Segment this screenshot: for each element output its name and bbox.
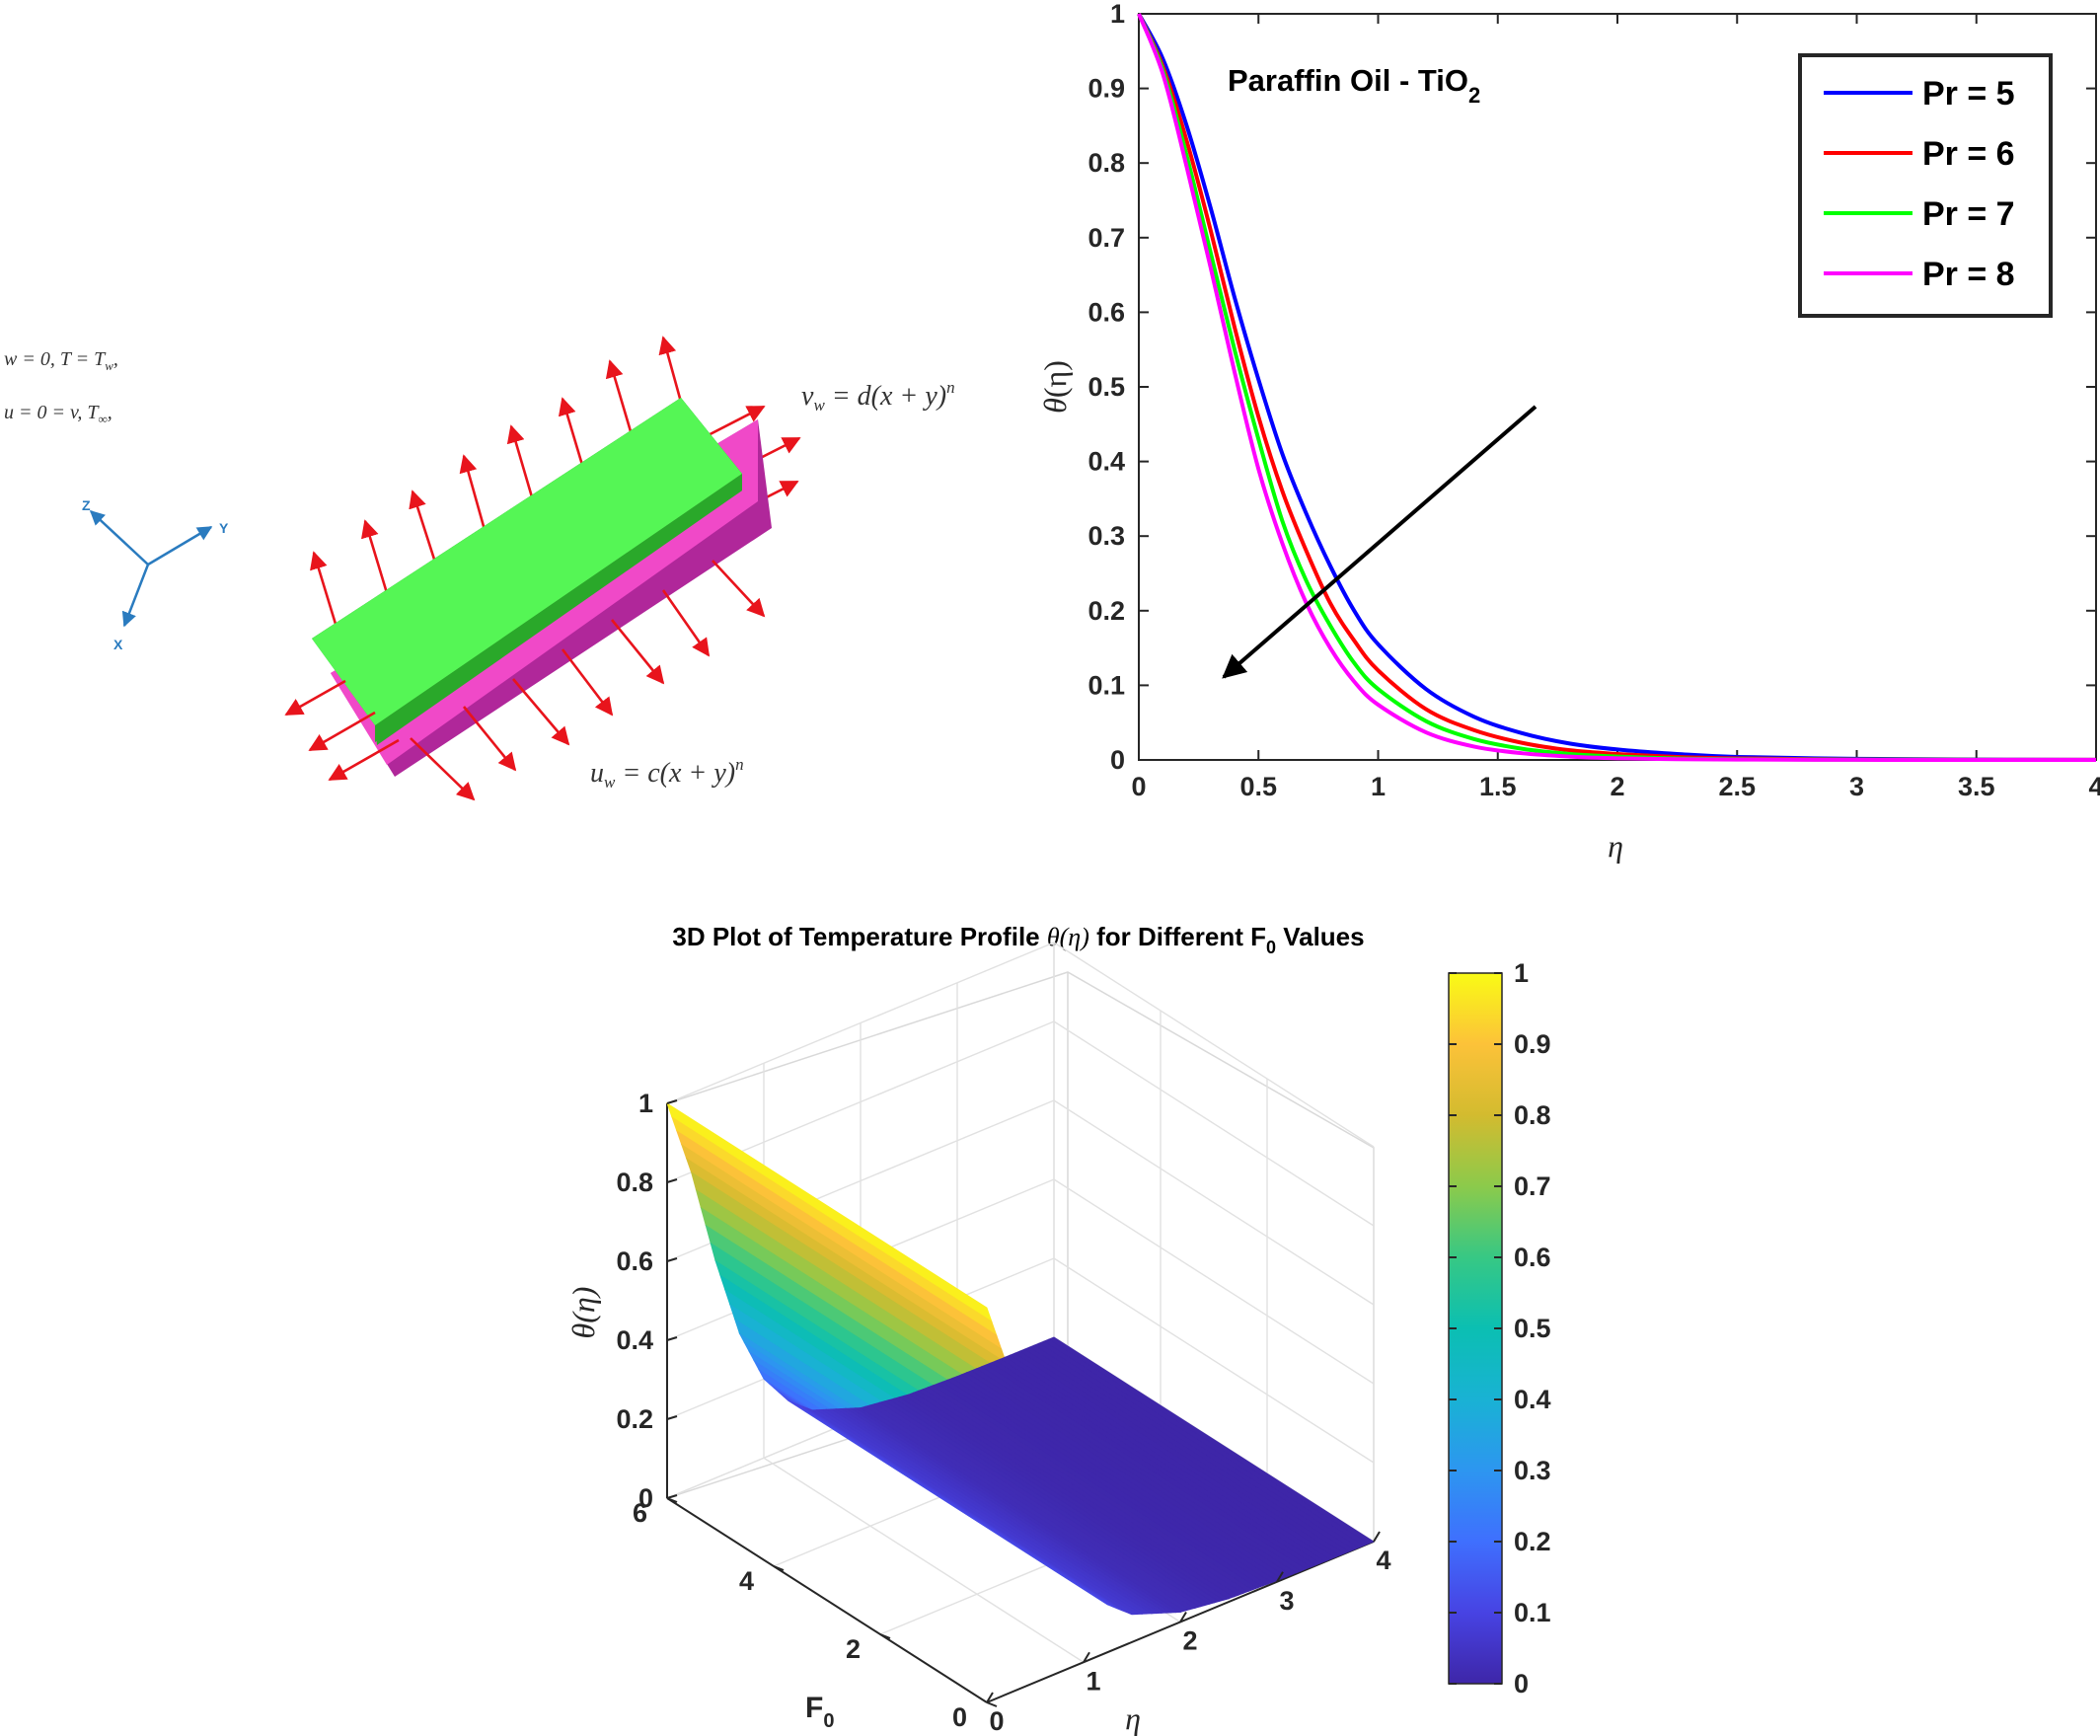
uw-equation: uw = c(x + y)n <box>590 755 744 792</box>
colorbar-tick-label: 0 <box>1514 1669 1529 1698</box>
y-tick-label: 0.3 <box>1088 521 1125 551</box>
colorbar-tick-label: 0.2 <box>1514 1527 1551 1556</box>
x-axis-label: X <box>113 637 123 652</box>
x-axis-title: η <box>1608 828 1623 864</box>
coordinate-axes <box>89 509 213 628</box>
colorbar-tick-label: 0.5 <box>1514 1314 1551 1343</box>
y-tick-label: 0.9 <box>1088 74 1125 104</box>
y-tick-label: 0.1 <box>1088 670 1125 700</box>
y-axis-line <box>147 525 213 566</box>
colorbar-tick-label: 0.1 <box>1514 1598 1551 1627</box>
surface-mesh <box>666 1102 1375 1616</box>
x-axis-line <box>121 564 150 628</box>
z-axis-title: θ(η) <box>565 1287 601 1339</box>
vw-equation: vw = d(x + y)n <box>801 378 955 415</box>
z-tick-label: 1 <box>638 1089 653 1118</box>
eta-tick-label: 1 <box>1086 1666 1100 1696</box>
legend: Pr = 5 Pr = 6 Pr = 7 Pr = 8 <box>1798 53 2053 318</box>
legend-entry: Pr = 7 <box>1922 195 2015 233</box>
x-tick-label: 1.5 <box>1479 772 1517 801</box>
eta-tick-label: 3 <box>1279 1586 1294 1616</box>
colorbar-tick-label: 0.8 <box>1514 1100 1551 1130</box>
colorbar-tick-label: 0.9 <box>1514 1029 1551 1059</box>
x-tick-label: 3 <box>1849 772 1864 801</box>
surface-title: 3D Plot of Temperature Profile θ(η) for … <box>672 922 1364 957</box>
y-tick-label: 0.7 <box>1088 223 1125 253</box>
x-tick-label: 1 <box>1371 772 1386 801</box>
y-tick-label: 0.4 <box>1088 447 1125 477</box>
stretch-arrows-left <box>284 679 400 782</box>
f0-tick-label: 2 <box>846 1634 861 1664</box>
y-axis-label: Y <box>219 520 229 536</box>
y-tick-label: 0 <box>1110 745 1125 775</box>
f0-tick-label: 0 <box>952 1702 967 1732</box>
x-tick-label: 4 <box>2088 772 2100 801</box>
z-tick-label: 0.2 <box>616 1404 653 1434</box>
bc-wall-text: w = 0, T = Tw, <box>4 348 118 373</box>
x-tick-label: 2.5 <box>1718 772 1756 801</box>
f0-axis-title: F0 <box>805 1692 834 1732</box>
x-tick-label: 0 <box>1131 772 1146 801</box>
z-tick-label: 0.6 <box>616 1246 653 1276</box>
surface-strip <box>1048 1336 1375 1545</box>
f0-tick-label: 4 <box>739 1566 754 1596</box>
eta-tick-label: 0 <box>989 1706 1004 1736</box>
surface-chart: 3D Plot of Temperature Profile θ(η) for … <box>565 922 1551 1736</box>
colorbar-tick-label: 0.6 <box>1514 1243 1551 1272</box>
bc-infinity-text: u = 0 = v, T∞, <box>4 402 112 426</box>
series-lines <box>1137 13 2097 763</box>
y-axis-title: θ(η) <box>1037 360 1073 414</box>
y-tick-label: 0.8 <box>1088 148 1125 178</box>
y-tick-label: 0.6 <box>1088 297 1125 327</box>
y-tick-label: 1 <box>1110 0 1125 29</box>
z-tick-label: 0.8 <box>616 1168 653 1197</box>
f0-tick-label: 6 <box>633 1498 647 1528</box>
colorbar-ticks: 0 0.1 0.2 0.3 0.4 0.5 0.6 0.7 0.8 0.9 1 <box>1449 958 1551 1698</box>
legend-entry: Pr = 6 <box>1922 135 2015 173</box>
colorbar-tick-label: 1 <box>1514 958 1529 988</box>
schematic-panel: w = 0, T = Tw, u = 0 = v, T∞, Z Y X <box>4 336 955 801</box>
x-tick-labels: 0 0.5 1 1.5 2 2.5 3 3.5 4 <box>1131 772 2100 801</box>
x-tick-label: 0.5 <box>1239 772 1277 801</box>
x-tick-label: 2 <box>1610 772 1624 801</box>
stretch-arrows-lower <box>410 560 766 801</box>
y-tick-label: 0.5 <box>1088 372 1125 402</box>
z-axis-line <box>89 509 149 566</box>
z-tick-label: 0 <box>638 1483 653 1513</box>
z-tick-label: 0.4 <box>616 1325 653 1355</box>
y-tick-label: 0.2 <box>1088 596 1125 626</box>
eta-tick-label: 2 <box>1182 1626 1197 1656</box>
legend-entry: Pr = 8 <box>1922 256 2015 293</box>
z-axis-label: Z <box>82 497 91 513</box>
colorbar-tick-label: 0.4 <box>1514 1385 1551 1414</box>
boundary-conditions: w = 0, T = Tw, u = 0 = v, T∞, <box>4 348 118 426</box>
series-line-4 <box>1137 13 2097 763</box>
colorbar-tick-label: 0.3 <box>1514 1456 1551 1485</box>
colorbar-tick-label: 0.7 <box>1514 1171 1551 1201</box>
trend-arrow <box>1222 405 1538 679</box>
eta-axis-title: η <box>1125 1700 1141 1736</box>
legend-entry: Pr = 5 <box>1922 75 2015 113</box>
chart-annotation: Paraffin Oil - TiO2 <box>1228 63 1480 108</box>
line-chart: 0 0.5 1 1.5 2 2.5 3 3.5 4 0 0.1 0.2 0.3 0.4 0.5 0.6 0.7… <box>1037 0 2100 864</box>
colorbar <box>1448 972 1503 1685</box>
eta-tick-label: 4 <box>1376 1546 1390 1575</box>
y-tick-labels: 0 0.1 0.2 0.3 0.4 0.5 0.6 0.7 0.8 0.9 1 <box>1088 0 1125 775</box>
x-tick-label: 3.5 <box>1958 772 1995 801</box>
plate-top <box>312 398 742 725</box>
